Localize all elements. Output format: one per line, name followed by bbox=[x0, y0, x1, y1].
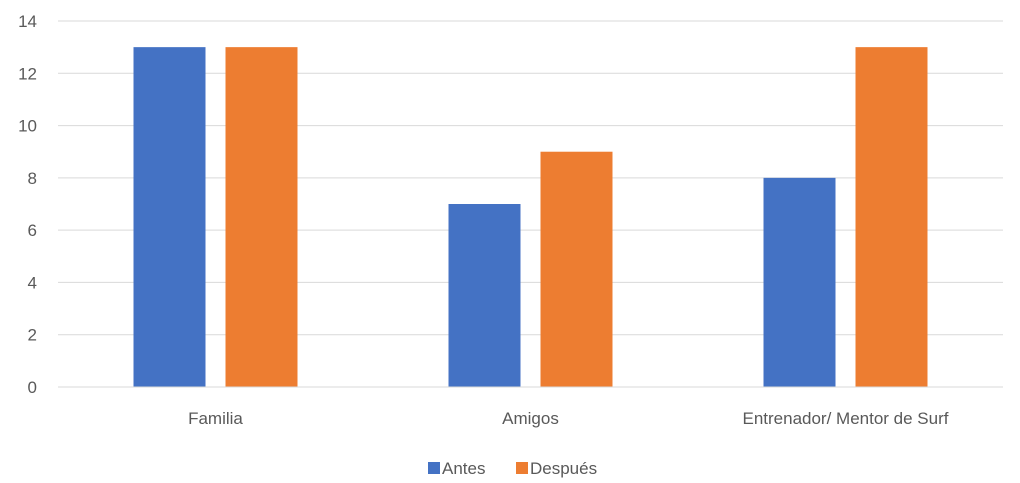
y-tick-label: 6 bbox=[28, 221, 37, 240]
y-tick-label: 8 bbox=[28, 169, 37, 188]
y-tick-label: 12 bbox=[18, 64, 37, 83]
bar-despu-s-1 bbox=[540, 151, 613, 387]
x-category-label: Amigos bbox=[502, 409, 559, 428]
bar-antes-0 bbox=[133, 47, 206, 388]
legend: Antes Después bbox=[428, 459, 597, 478]
y-axis-ticks: 0 2 4 6 8 10 12 14 bbox=[18, 12, 37, 397]
legend-swatch bbox=[428, 462, 440, 474]
bar-antes-2 bbox=[763, 177, 836, 387]
y-tick-label: 10 bbox=[18, 117, 37, 136]
y-tick-label: 0 bbox=[28, 378, 37, 397]
legend-label: Después bbox=[530, 459, 597, 478]
gridlines bbox=[58, 20, 1003, 336]
y-tick-label: 4 bbox=[28, 273, 37, 292]
bar-antes-1 bbox=[448, 204, 521, 387]
legend-label: Antes bbox=[442, 459, 485, 478]
bar-despu-s-2 bbox=[855, 47, 928, 388]
bar-despu-s-0 bbox=[225, 47, 298, 388]
x-category-label: Entrenador/ Mentor de Surf bbox=[742, 409, 948, 428]
legend-swatch bbox=[516, 462, 528, 474]
y-tick-label: 14 bbox=[18, 12, 37, 31]
bars bbox=[133, 47, 928, 388]
x-category-label: Familia bbox=[188, 409, 243, 428]
y-tick-label: 2 bbox=[28, 326, 37, 345]
x-axis-labels: Familia Amigos Entrenador/ Mentor de Surf bbox=[188, 409, 949, 428]
